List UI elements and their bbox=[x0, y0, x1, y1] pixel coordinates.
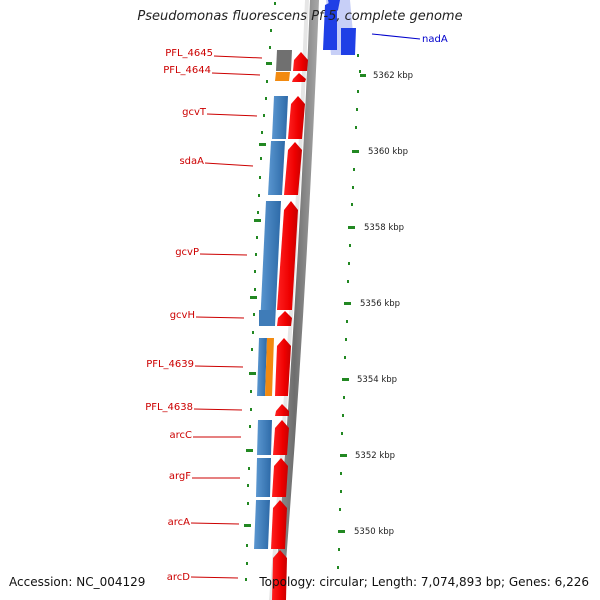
gene-label-pfl4638: PFL_4638 bbox=[145, 402, 193, 413]
position-label-5356: 5356 kbp bbox=[360, 299, 400, 309]
gene-label-arca: arcA bbox=[168, 517, 191, 528]
feature-gcvp-blue bbox=[260, 201, 281, 326]
position-label-5360: 5360 kbp bbox=[368, 147, 408, 157]
feature-gcvt-blue bbox=[272, 96, 288, 139]
gene-label-pfl4644: PFL_4644 bbox=[163, 65, 211, 76]
minus-strand-features bbox=[254, 50, 292, 549]
left-tick-marks bbox=[244, 2, 276, 581]
feature-sdaa-red bbox=[284, 142, 302, 195]
feature-gcvp-red bbox=[277, 201, 298, 310]
feature-pfl4645-red bbox=[293, 52, 308, 71]
feature-argf-red bbox=[272, 458, 288, 497]
feature-pfl4639-orange bbox=[265, 338, 274, 396]
feature-arcc-red bbox=[273, 420, 289, 455]
feature-arcd-red bbox=[272, 550, 287, 600]
position-label-5358: 5358 kbp bbox=[364, 223, 404, 233]
feature-arcc-blue bbox=[257, 420, 272, 455]
feature-pfl4645-gray bbox=[276, 50, 292, 71]
nada-leader-line bbox=[371, 33, 421, 40]
feature-pfl4644-orange bbox=[275, 72, 290, 81]
gene-label-gcvt: gcvT bbox=[182, 107, 207, 118]
gene-label-nada: nadA bbox=[422, 34, 448, 45]
feature-pfl4639-red bbox=[275, 338, 291, 396]
feature-argf-blue bbox=[256, 458, 271, 497]
gene-label-sdaa: sdaA bbox=[179, 156, 204, 167]
position-label-5350: 5350 kbp bbox=[354, 527, 394, 537]
gene-label-gcvh: gcvH bbox=[170, 310, 195, 321]
gene-label-pfl4639: PFL_4639 bbox=[146, 359, 194, 370]
map-title: Pseudomonas fluorescens Pf-5, complete g… bbox=[137, 9, 463, 24]
feature-pfl4644-red bbox=[292, 73, 306, 82]
feature-sdaa-blue bbox=[268, 141, 285, 195]
position-label-5354: 5354 kbp bbox=[357, 375, 397, 385]
position-label-5362: 5362 kbp bbox=[373, 71, 413, 81]
feature-gcvt-red bbox=[288, 96, 305, 139]
feature-gcvh-red bbox=[277, 311, 292, 326]
genome-summary: Topology: circular; Length: 7,074,893 bp… bbox=[259, 575, 589, 589]
right-tick-marks bbox=[337, 54, 366, 569]
accession-label: Accession: NC_004129 bbox=[9, 575, 146, 589]
gene-label-argf: argF bbox=[169, 471, 191, 482]
gene-label-leaders bbox=[190, 55, 263, 579]
gene-label-arcd: arcD bbox=[167, 572, 191, 583]
plus-strand-features bbox=[271, 52, 308, 600]
feature-gcvh-blue bbox=[259, 310, 274, 326]
gene-label-gcvp: gcvP bbox=[175, 247, 199, 258]
gene-label-pfl4645: PFL_4645 bbox=[165, 48, 213, 59]
feature-arca-blue bbox=[254, 500, 270, 549]
feature-arca-red bbox=[271, 500, 287, 549]
gene-label-arcc: arcC bbox=[170, 430, 193, 441]
feature-pfl4639-blue bbox=[257, 338, 267, 396]
position-label-5352: 5352 kbp bbox=[355, 451, 395, 461]
feature-pfl4638-red bbox=[275, 404, 289, 416]
feature-nada bbox=[323, 0, 356, 55]
